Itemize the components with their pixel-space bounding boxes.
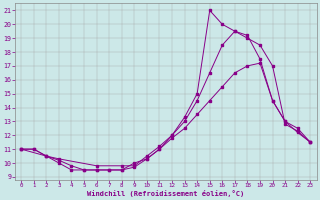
- X-axis label: Windchill (Refroidissement éolien,°C): Windchill (Refroidissement éolien,°C): [87, 190, 244, 197]
